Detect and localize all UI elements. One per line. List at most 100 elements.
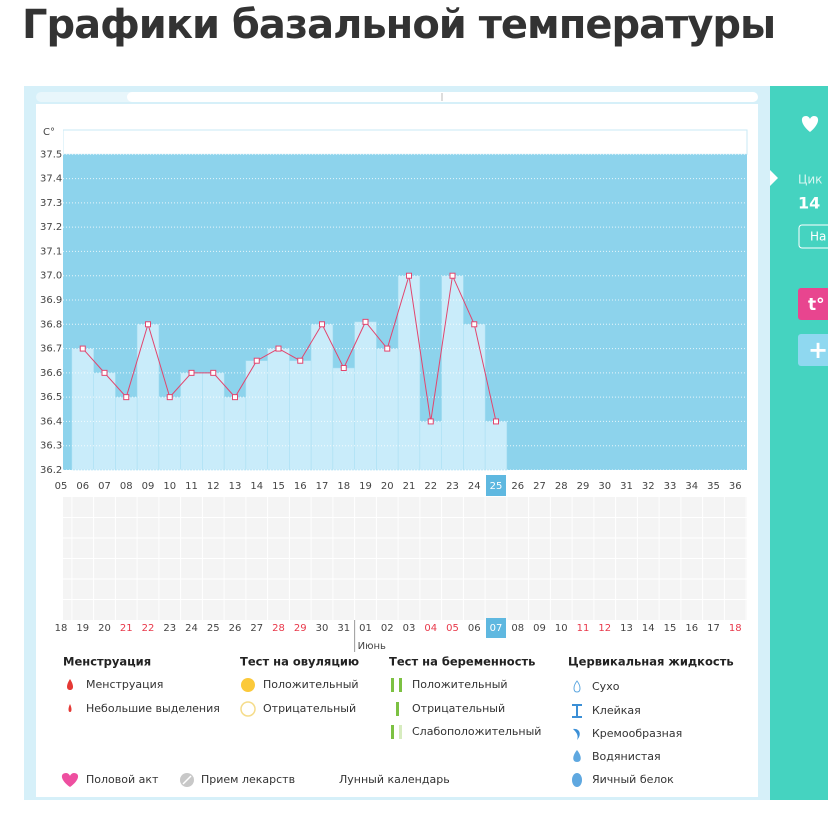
y-tick-label: 36.9 bbox=[40, 295, 62, 306]
x-tick-label: 23 bbox=[446, 481, 459, 492]
bar bbox=[332, 367, 355, 471]
date-label: 27 bbox=[250, 623, 263, 634]
date-label: 14 bbox=[642, 623, 655, 634]
x-tick-label: 33 bbox=[664, 481, 677, 492]
bar bbox=[71, 348, 94, 471]
sidebar bbox=[770, 86, 828, 800]
legend-title: Цервикальная жидкость bbox=[568, 655, 734, 669]
legend-item: Положительный bbox=[412, 678, 508, 691]
date-label: 06 bbox=[468, 623, 481, 634]
y-tick-label: 37.4 bbox=[40, 174, 62, 185]
heart-icon[interactable] bbox=[801, 116, 819, 132]
point bbox=[79, 345, 86, 352]
x-tick-label: 06 bbox=[76, 481, 89, 492]
y-tick-label: 37.2 bbox=[40, 222, 62, 233]
y-tick-label: 36.7 bbox=[40, 344, 62, 355]
legend-item: Слабоположительный bbox=[412, 725, 541, 738]
legend-item: Положительный bbox=[263, 678, 359, 691]
bar bbox=[289, 360, 312, 471]
date-label: 08 bbox=[511, 623, 524, 634]
temp-button[interactable] bbox=[798, 288, 828, 320]
y-tick-label: 36.3 bbox=[40, 441, 62, 452]
date-label: 21 bbox=[120, 623, 133, 634]
bar bbox=[115, 396, 138, 471]
add-button[interactable] bbox=[798, 334, 828, 366]
date-label: 18 bbox=[729, 623, 742, 634]
x-tick-label: 15 bbox=[272, 481, 285, 492]
date-label: 15 bbox=[664, 623, 677, 634]
x-tick-label: 17 bbox=[316, 481, 329, 492]
point bbox=[449, 272, 456, 279]
date-label: 29 bbox=[294, 623, 307, 634]
x-tick-label: 12 bbox=[207, 481, 220, 492]
y-tick-label: 37.5 bbox=[40, 149, 62, 160]
x-tick-label: 05 bbox=[55, 481, 68, 492]
legend-icon bbox=[68, 704, 72, 712]
point bbox=[210, 369, 217, 376]
point bbox=[145, 321, 151, 328]
date-label: 30 bbox=[316, 623, 329, 634]
point bbox=[406, 272, 412, 279]
point bbox=[493, 418, 499, 425]
y-tick-label: 37.3 bbox=[40, 198, 62, 209]
x-tick-label: 35 bbox=[707, 481, 720, 492]
date-label: 25 bbox=[207, 623, 220, 634]
date-label: 03 bbox=[403, 623, 416, 634]
point bbox=[188, 369, 195, 376]
legend-item: Половой акт bbox=[86, 773, 159, 786]
legend-icon bbox=[572, 704, 582, 718]
point bbox=[101, 369, 108, 376]
x-tick-label: 09 bbox=[142, 481, 155, 492]
x-tick-label: 18 bbox=[337, 481, 350, 492]
legend-item: Отрицательный bbox=[263, 702, 356, 715]
y-tick-label: 37.0 bbox=[40, 271, 62, 282]
date-label: 09 bbox=[533, 623, 546, 634]
legend-title: Менструация bbox=[63, 655, 151, 669]
y-tick-label: 36.4 bbox=[40, 416, 62, 427]
x-tick-label: 34 bbox=[685, 481, 698, 492]
x-tick-label: 20 bbox=[381, 481, 394, 492]
sidebar-notch bbox=[770, 170, 778, 186]
point bbox=[362, 318, 369, 325]
sidebar-button[interactable] bbox=[798, 224, 828, 249]
date-label: 24 bbox=[185, 623, 198, 634]
legend-icon bbox=[391, 678, 394, 692]
legend-item: Клейкая bbox=[592, 704, 641, 717]
y-tick-label: 36.8 bbox=[40, 319, 62, 330]
legend-item: Яичный белок bbox=[592, 773, 674, 786]
legend-icon bbox=[573, 750, 581, 762]
bar bbox=[223, 396, 247, 471]
legend-icon bbox=[182, 775, 192, 785]
date-label: 28 bbox=[272, 623, 285, 634]
x-tick-label: 31 bbox=[620, 481, 633, 492]
page-title: Графики базальной температуры bbox=[22, 2, 776, 48]
x-tick-label: 14 bbox=[250, 481, 263, 492]
bar bbox=[158, 396, 181, 471]
y-unit: C° bbox=[43, 127, 55, 138]
x-tick-label: 25 bbox=[490, 481, 503, 492]
x-tick-label: 27 bbox=[533, 481, 546, 492]
point bbox=[253, 357, 260, 364]
plot-header bbox=[62, 129, 748, 155]
bar bbox=[354, 321, 377, 471]
temperature-line bbox=[82, 273, 497, 422]
bar bbox=[245, 360, 268, 471]
date-label: 13 bbox=[620, 623, 633, 634]
date-label: 07 bbox=[490, 623, 503, 634]
x-tick-label: 10 bbox=[163, 481, 176, 492]
legend-item: Лунный календарь bbox=[339, 773, 450, 786]
legend-item: Менструация bbox=[86, 678, 163, 691]
x-tick-label: 28 bbox=[555, 481, 568, 492]
x-tick-label: 32 bbox=[642, 481, 655, 492]
legend-icon bbox=[241, 678, 255, 692]
cycle-label: Цик bbox=[798, 173, 822, 187]
legend-icon bbox=[391, 725, 394, 739]
legend-item: Небольшие выделения bbox=[86, 702, 220, 715]
y-tick-label: 37.1 bbox=[40, 246, 62, 257]
date-label: 19 bbox=[76, 623, 89, 634]
cycle-day: 14 bbox=[798, 194, 820, 213]
x-tick-label: 21 bbox=[403, 481, 416, 492]
date-label: 01 bbox=[359, 623, 372, 634]
legend-icon bbox=[240, 701, 256, 717]
legend-icon bbox=[61, 773, 79, 787]
